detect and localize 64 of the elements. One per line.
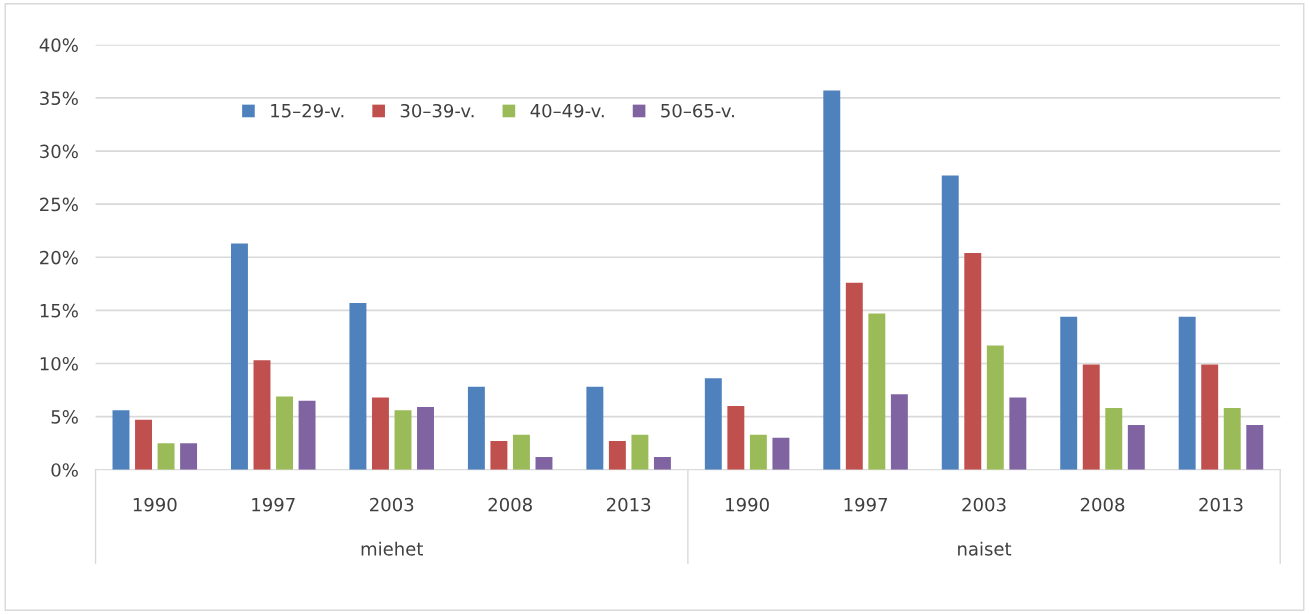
legend-label: 30–39-v. [400,103,474,118]
bar [1060,316,1078,470]
bar [772,437,790,470]
bar [1246,425,1264,470]
bar [631,434,649,470]
bar [653,456,671,470]
x-tick-label: 2003 [370,497,414,512]
bar [1201,364,1219,470]
bar [964,253,982,470]
y-tick-label: 30% [40,144,78,159]
x-tick-label: 1997 [844,497,888,512]
bar [467,386,485,470]
bar [180,443,198,470]
x-tick-label: 2008 [488,497,532,512]
x-tick-label: 2013 [1199,497,1243,512]
bar [727,405,745,470]
bar [890,394,908,470]
bar [941,175,959,470]
bar [749,434,767,470]
bar [417,407,434,470]
bar [490,441,508,470]
x-tick-label: 1990 [726,497,769,512]
x-tick-label: 1990 [133,497,177,512]
bar [349,302,367,470]
bar [608,441,626,470]
y-tick-label: 5% [51,410,78,424]
bar [868,313,886,470]
bar [986,345,1004,470]
y-tick-label: 25% [40,197,78,212]
y-tick-label: 20% [40,250,78,265]
bar [112,410,130,470]
y-tick-label: 40% [39,38,78,52]
bar [823,90,841,470]
bar [157,443,175,470]
bar [394,410,412,470]
bar [704,378,722,470]
bar [230,243,248,470]
bar [298,400,316,470]
legend-label: 40–49-v. [530,103,604,118]
bar [1009,397,1027,470]
bar [845,282,863,470]
y-tick-label: 35% [40,91,78,106]
bar [276,396,293,470]
x-tick-label: 2008 [1080,497,1125,512]
bar [512,434,530,470]
bar [253,360,271,470]
bar [586,386,604,470]
y-tick-label: 15% [40,303,78,318]
x-tick-label: 1997 [252,497,295,512]
text: miehet [361,541,423,556]
bar [371,397,389,470]
legend-label: 50–65-v. [661,103,734,118]
text: naiset [958,541,1012,556]
bar [1178,316,1196,470]
bar [1223,408,1241,470]
legend-label: 15–29-v. [271,103,344,118]
y-tick-label: 0% [51,463,78,477]
bar [1105,408,1123,470]
bar [1082,364,1100,470]
x-tick-label: 2013 [606,497,651,512]
x-tick-label: 2003 [962,497,1006,512]
y-tick-label: 10% [40,356,78,371]
bar [135,419,152,470]
bar [1127,425,1145,470]
